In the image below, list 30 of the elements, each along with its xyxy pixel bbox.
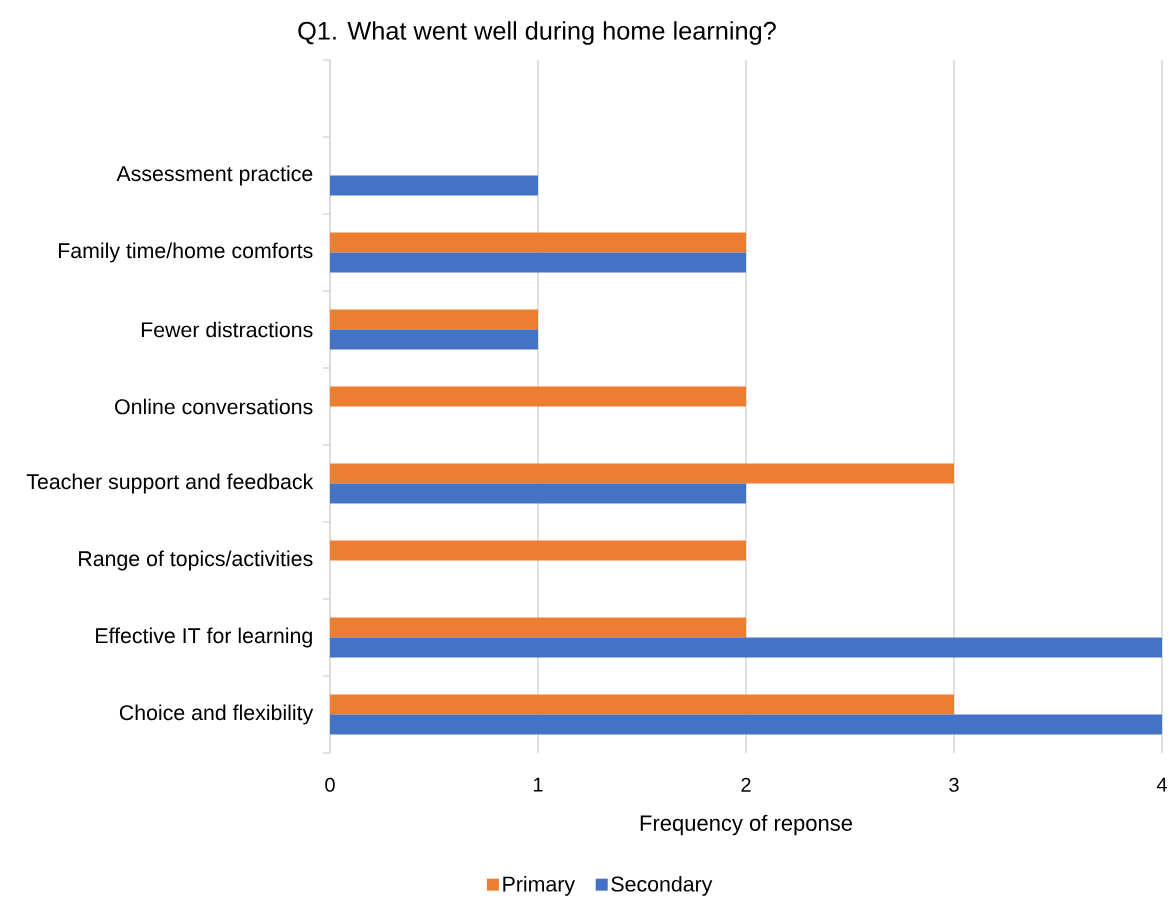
y-tick-label: Assessment practice	[116, 165, 313, 186]
y-tick-label: Choice and flexibility	[119, 704, 314, 725]
y-tick-label: Range of topics/activities	[79, 550, 313, 571]
bar	[330, 540, 746, 561]
bar	[330, 252, 746, 273]
x-tick-label: 0	[325, 777, 335, 792]
x-tick-label: 1	[533, 777, 543, 792]
y-tick-label: Teacher support and feedback	[26, 473, 314, 494]
bar	[330, 637, 1162, 658]
x-tick-label: 4	[1156, 777, 1167, 792]
y-tick-label: Fewer distractions	[141, 321, 313, 338]
x-axis-title: Frequency of reponse	[640, 814, 852, 836]
bar	[330, 309, 538, 330]
bar	[330, 483, 746, 504]
bar	[330, 617, 746, 638]
x-tick-label: 3	[949, 777, 959, 792]
bar	[330, 175, 538, 196]
bar	[330, 386, 746, 407]
x-tick-label: 2	[741, 777, 751, 792]
y-tick-label: Online conversations	[115, 398, 313, 415]
legend-label: Primary	[503, 875, 576, 896]
legend-label: Secondary	[611, 875, 713, 896]
bar	[330, 463, 954, 484]
bar	[330, 714, 1162, 735]
bar	[330, 232, 746, 253]
bar	[330, 694, 954, 715]
chart-title: Q1. What went well during home learning?	[298, 21, 776, 45]
bar	[330, 329, 538, 350]
y-tick-label: Effective IT for learning	[96, 627, 312, 648]
y-tick-label: Family time/home comforts	[58, 242, 313, 263]
